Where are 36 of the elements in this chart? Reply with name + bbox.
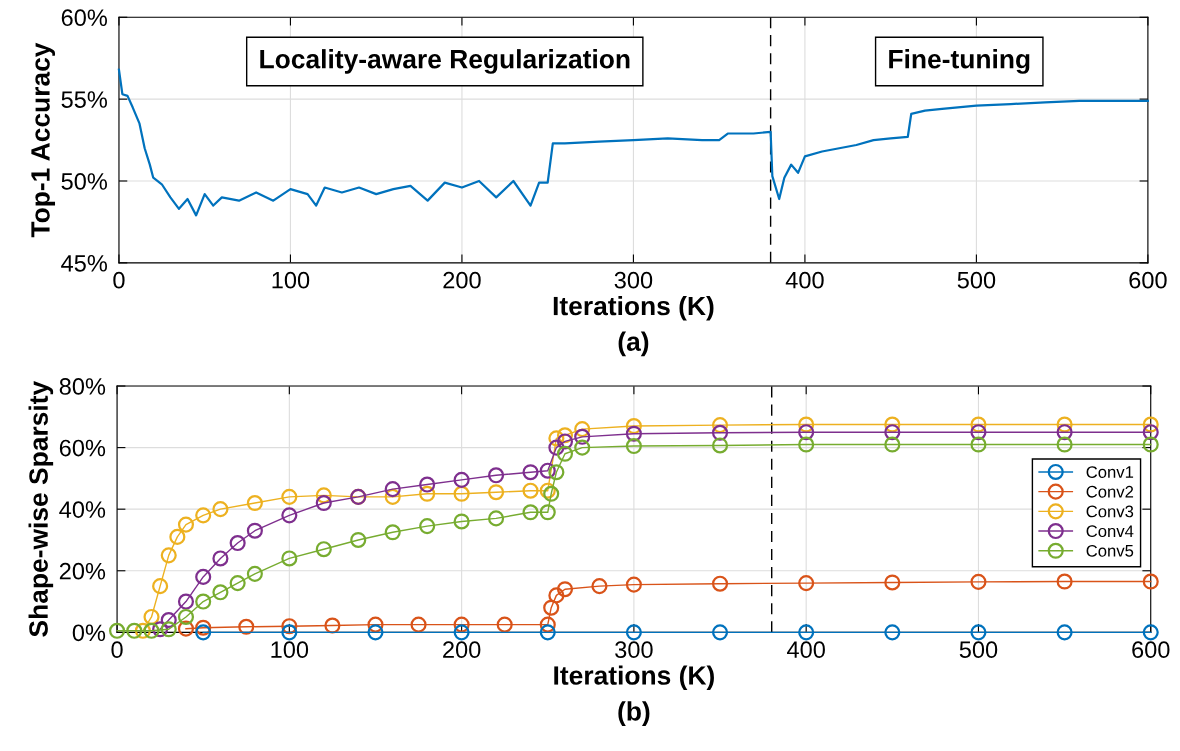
y-tick-label: 45% bbox=[61, 255, 107, 272]
y-tick-label: 50% bbox=[61, 173, 107, 190]
x-tick-label: 300 bbox=[614, 271, 653, 289]
annotation: Locality-aware Regularization bbox=[260, 49, 630, 74]
x-tick-label: 600 bbox=[1129, 271, 1167, 289]
x-tick-label: 600 bbox=[1132, 641, 1170, 659]
y-axis-title: Top-1 Accuracy bbox=[31, 42, 56, 238]
text: (a) bbox=[618, 331, 649, 357]
annotation: Fine-tuning bbox=[889, 49, 1030, 74]
y-tick-label: 55% bbox=[61, 91, 107, 108]
legend-label: Conv3 bbox=[1086, 505, 1134, 518]
x-tick-label: 500 bbox=[959, 641, 998, 659]
x-tick-label: 200 bbox=[443, 641, 481, 659]
x-tick-label: 0 bbox=[111, 641, 123, 659]
x-tick-label: 0 bbox=[113, 271, 125, 289]
legend-label: Conv5 bbox=[1086, 544, 1134, 557]
y-axis-title: Shape-wise Sparsity bbox=[28, 380, 54, 637]
x-tick-label: 100 bbox=[272, 271, 310, 289]
x-axis-title: Iterations (K) bbox=[554, 665, 714, 691]
x-tick-label: 100 bbox=[271, 641, 309, 659]
text: (b) bbox=[618, 701, 650, 726]
x-tick-label: 300 bbox=[615, 641, 653, 659]
y-tick-label: 80% bbox=[59, 378, 106, 395]
legend-label: Conv2 bbox=[1086, 485, 1134, 498]
y-tick-label: 40% bbox=[59, 501, 106, 518]
y-tick-label: 0% bbox=[72, 624, 106, 642]
x-tick-label: 500 bbox=[957, 271, 996, 289]
y-tick-label: 20% bbox=[59, 562, 106, 580]
y-tick-label: 60% bbox=[59, 439, 106, 457]
x-tick-label: 400 bbox=[785, 271, 824, 289]
x-axis-title: Iterations (K) bbox=[553, 295, 714, 321]
legend-label: Conv1 bbox=[1086, 466, 1134, 478]
x-tick-label: 400 bbox=[787, 641, 825, 659]
x-tick-label: 200 bbox=[443, 271, 481, 289]
legend-label: Conv4 bbox=[1086, 525, 1134, 538]
y-tick-label: 60% bbox=[61, 9, 107, 27]
